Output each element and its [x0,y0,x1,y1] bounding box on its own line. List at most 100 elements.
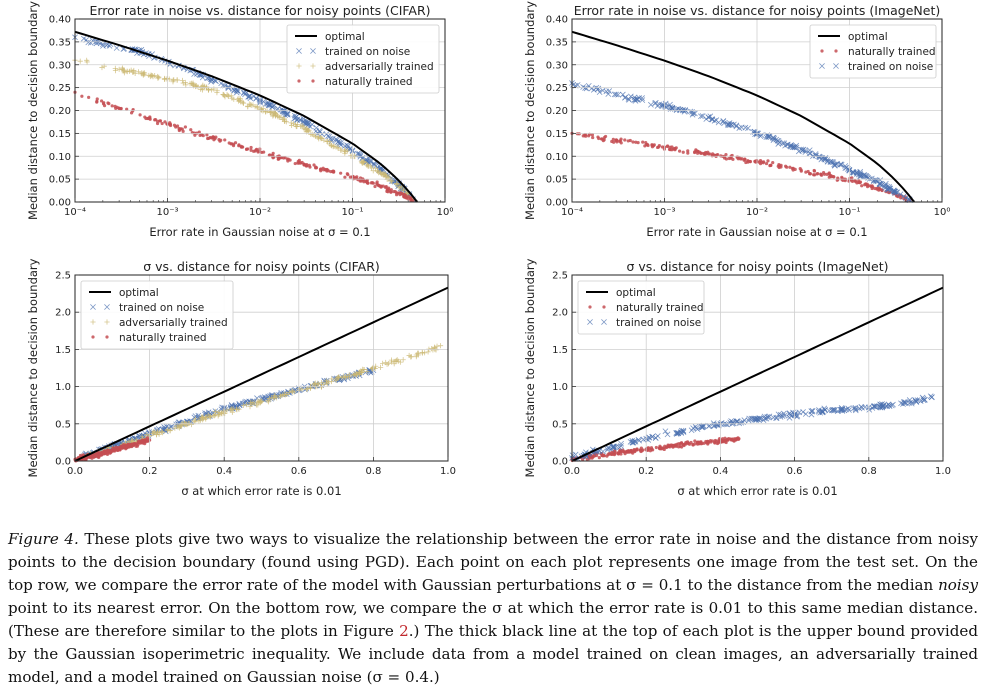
data-point [595,85,602,92]
data-point [135,69,142,75]
y-tick-label: 0.0 [55,457,71,468]
data-point [399,191,403,195]
data-point [800,146,807,153]
scatter-layer [569,80,913,204]
data-point [325,169,329,173]
data-point [158,119,162,123]
data-point [214,135,218,139]
data-point [831,161,837,168]
figure-plots: 10⁻⁴ 10⁻³ 10⁻² 10⁻¹ 10⁰ 0.00 0.05 0.10 0.15 0.20 0… [26,1,951,498]
data-point [122,445,126,449]
data-point [812,169,817,173]
data-point [163,120,167,124]
data-point [301,126,307,132]
data-point [243,398,249,405]
data-point [668,148,672,152]
data-point [205,133,209,137]
y-tick-label: 0.10 [546,152,568,163]
data-point [293,161,297,166]
data-point [372,165,379,171]
data-point [631,140,635,144]
legend-label: trained on noise [848,61,933,73]
y-tick-label: 2.5 [552,271,568,282]
data-point [151,429,157,435]
data-point [822,156,829,163]
data-point [812,173,816,177]
legend-label: optimal [616,287,656,299]
data-point [715,441,720,446]
data-point [600,137,604,141]
optimal-line-layer [571,30,915,203]
x-tick-label: 10⁻² [249,207,271,218]
data-point [725,122,732,129]
legend-swatch-trained-on-noise [587,319,607,325]
data-point [305,163,309,167]
data-point [408,354,414,360]
data-point [139,434,145,440]
data-point [297,123,304,129]
data-point [84,57,90,63]
x-tick-label: 10⁻¹ [341,207,363,218]
panel-title: Error rate in noise vs. distance for noi… [89,3,430,18]
legend-marker [105,335,109,339]
data-point [268,395,274,401]
legend-swatch-trained-on-noise [819,63,839,69]
data-point [218,139,222,143]
data-point [228,407,234,413]
data-point [700,424,706,431]
figure-reference-link[interactable]: 2 [399,622,409,640]
data-point [100,99,104,103]
legend-swatch-trained-on-noise [296,48,316,54]
data-point [133,437,139,443]
legend-label: trained on noise [616,317,701,329]
data-point [135,444,139,448]
data-point [244,402,250,408]
data-point [141,71,147,77]
data-point [102,101,106,105]
legend-label: optimal [848,31,888,43]
data-point [812,152,819,159]
data-point [301,120,308,126]
data-point [654,433,661,439]
data-point [290,121,297,127]
data-point [791,168,795,172]
data-point [111,446,115,450]
data-point [736,157,740,161]
y-tick-label: 0.5 [55,419,71,430]
data-point [603,88,610,95]
data-point [770,137,777,144]
data-point [99,41,106,48]
data-point [743,157,747,161]
data-point [209,87,215,93]
y-tick-label: 2.0 [552,308,568,319]
data-point [400,357,406,363]
data-point [806,147,813,154]
data-point [838,161,845,168]
y-tick-label: 0.15 [546,129,568,140]
data-point [760,160,764,164]
data-point [636,95,643,101]
legend-marker [310,48,316,54]
data-point [858,180,863,184]
data-point [365,163,371,169]
data-point [819,172,823,176]
data-point [874,178,881,185]
data-point [339,171,343,175]
data-point [297,117,304,123]
data-point [723,436,727,440]
data-point [233,406,239,412]
y-tick-label: 0.05 [49,175,71,186]
data-point [893,189,900,196]
data-point [625,96,632,102]
data-point [871,185,875,189]
data-point [354,371,360,377]
data-point [890,187,897,194]
data-point [607,451,611,456]
data-point [155,75,161,81]
data-point [602,138,606,142]
data-point [201,134,205,138]
data-point [188,421,195,428]
data-point [622,450,627,454]
data-point [827,158,834,165]
data-point [656,101,663,108]
